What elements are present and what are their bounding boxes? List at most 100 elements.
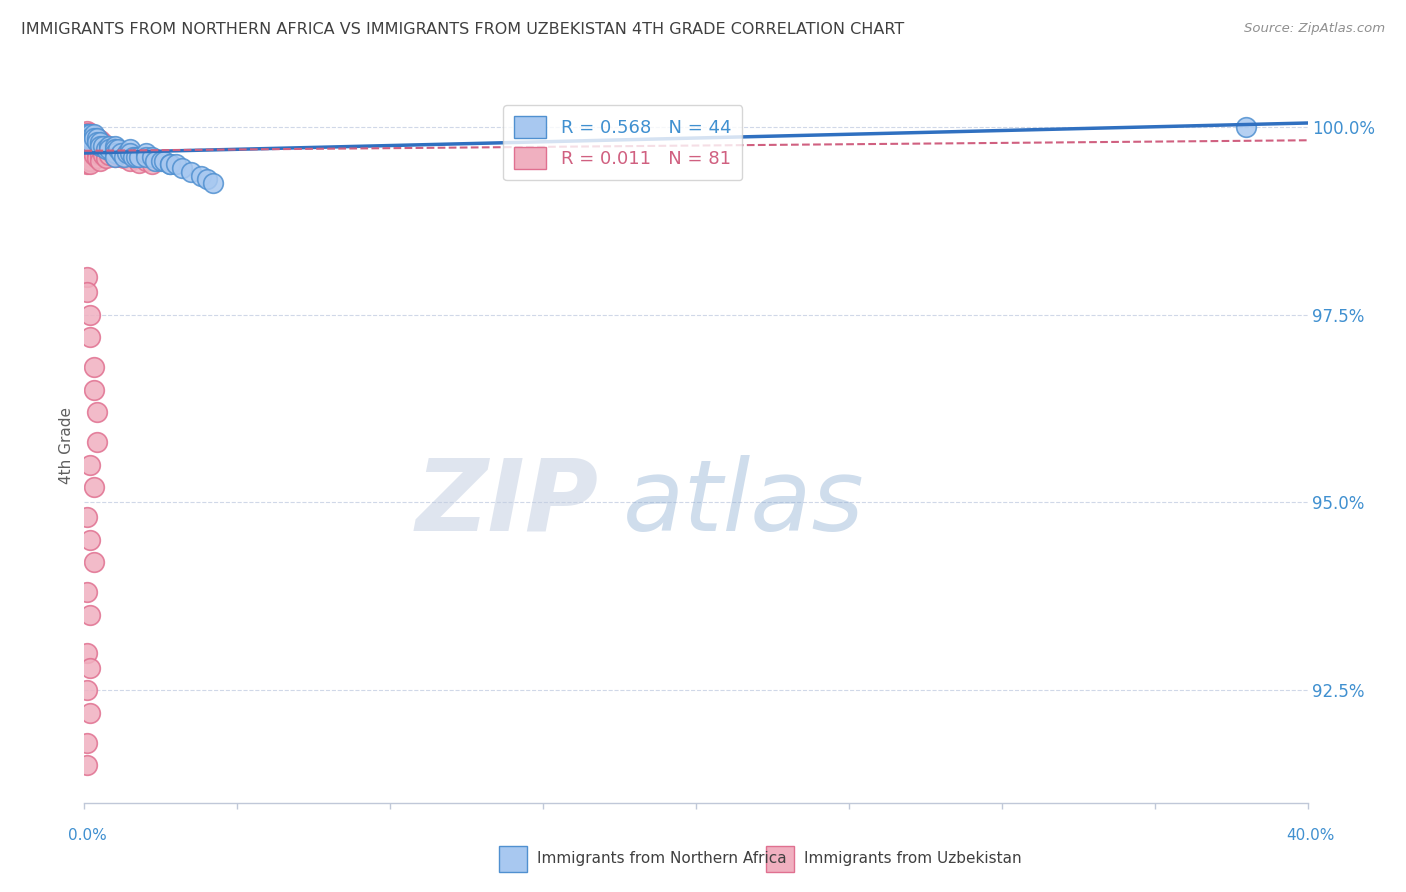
Point	[125, 151, 148, 165]
Point	[91, 148, 114, 162]
Point	[76, 128, 98, 143]
Point	[86, 435, 108, 450]
Text: IMMIGRANTS FROM NORTHERN AFRICA VS IMMIGRANTS FROM UZBEKISTAN 4TH GRADE CORRELAT: IMMIGRANTS FROM NORTHERN AFRICA VS IMMIG…	[21, 22, 904, 37]
Point	[94, 146, 117, 161]
Point	[86, 131, 108, 145]
Point	[120, 142, 142, 156]
Point	[76, 585, 98, 599]
Point	[76, 133, 98, 147]
Point	[135, 153, 157, 168]
Point	[1236, 120, 1258, 134]
Point	[76, 123, 98, 137]
Point	[76, 153, 98, 168]
Point	[76, 157, 98, 171]
Point	[107, 148, 129, 162]
Point	[104, 142, 127, 156]
Text: Immigrants from Northern Africa: Immigrants from Northern Africa	[537, 852, 787, 866]
Point	[94, 141, 117, 155]
Point	[83, 556, 105, 570]
Point	[120, 148, 142, 162]
Point	[83, 144, 105, 158]
Point	[86, 141, 108, 155]
Point	[83, 133, 105, 147]
Point	[94, 151, 117, 165]
Point	[91, 138, 114, 153]
Point	[79, 135, 101, 149]
Point	[165, 157, 187, 171]
Point	[86, 131, 108, 145]
Point	[79, 128, 101, 142]
Point	[76, 126, 98, 140]
Point	[190, 169, 212, 183]
Point	[76, 146, 98, 161]
Point	[79, 157, 101, 171]
Point	[180, 165, 202, 179]
Point	[91, 142, 114, 156]
Point	[97, 142, 120, 156]
Point	[76, 736, 98, 750]
Point	[149, 153, 172, 168]
Point	[79, 706, 101, 720]
Point	[135, 146, 157, 161]
Point	[89, 138, 111, 153]
Point	[86, 146, 108, 161]
Point	[79, 607, 101, 622]
Point	[86, 151, 108, 165]
Point	[76, 285, 98, 299]
Point	[76, 136, 98, 151]
Point	[97, 138, 120, 153]
Point	[122, 150, 145, 164]
Point	[97, 148, 120, 162]
Point	[135, 150, 157, 164]
Point	[112, 150, 135, 164]
Point	[76, 270, 98, 285]
Point	[83, 136, 105, 151]
Point	[76, 138, 98, 153]
Point	[79, 153, 101, 168]
Point	[76, 142, 98, 156]
Point	[86, 405, 108, 419]
Point	[104, 138, 127, 153]
Point	[76, 131, 98, 145]
Point	[172, 161, 194, 175]
Point	[128, 150, 150, 164]
Point	[201, 176, 224, 190]
Point	[76, 131, 98, 145]
Point	[83, 128, 105, 142]
Point	[83, 148, 105, 162]
Point	[120, 146, 142, 161]
Point	[141, 157, 163, 171]
Point	[153, 153, 176, 168]
Point	[79, 131, 101, 145]
Text: Immigrants from Uzbekistan: Immigrants from Uzbekistan	[804, 852, 1022, 866]
Point	[79, 660, 101, 674]
Point	[79, 458, 101, 472]
Point	[76, 646, 98, 660]
Point	[141, 150, 163, 164]
Point	[83, 128, 105, 143]
Point	[104, 150, 127, 164]
Point	[79, 308, 101, 322]
Point	[79, 128, 101, 143]
Point	[159, 157, 181, 171]
Point	[101, 146, 124, 161]
Point	[89, 142, 111, 156]
Point	[195, 172, 218, 186]
Point	[76, 510, 98, 524]
Point	[125, 150, 148, 164]
Point	[86, 135, 108, 149]
Point	[76, 128, 98, 142]
Text: ZIP: ZIP	[415, 455, 598, 551]
Point	[159, 157, 181, 171]
Point	[110, 150, 132, 164]
Point	[83, 383, 105, 397]
Point	[110, 146, 132, 161]
Point	[76, 758, 98, 772]
Point	[107, 142, 129, 156]
Text: atlas: atlas	[623, 455, 865, 551]
Point	[79, 135, 101, 149]
Point	[89, 138, 111, 153]
Point	[76, 128, 98, 142]
Point	[79, 150, 101, 164]
Point	[76, 141, 98, 155]
